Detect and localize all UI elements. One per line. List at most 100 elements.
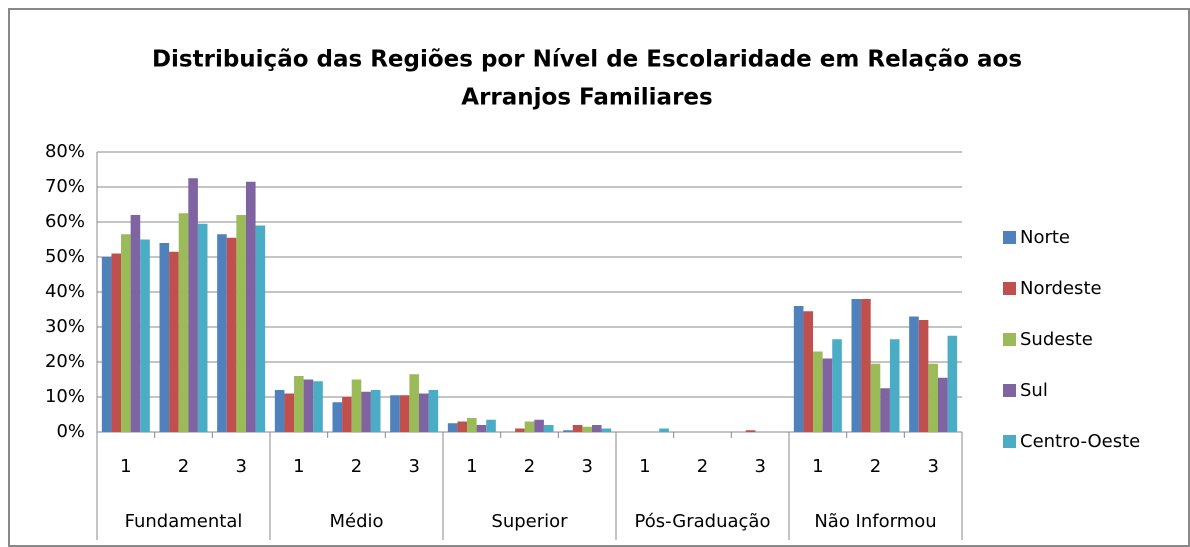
bar	[515, 428, 525, 432]
group-label: Não Informou	[814, 511, 936, 532]
bar	[226, 237, 237, 432]
legend-label: Norte	[1020, 227, 1070, 248]
group-label: Pós-Graduação	[635, 511, 771, 532]
x-tick-label: 1	[812, 456, 823, 477]
legend-label: Sul	[1020, 380, 1048, 401]
bar	[390, 395, 400, 432]
bar	[342, 397, 352, 432]
bar	[217, 234, 227, 432]
bar	[851, 299, 862, 432]
x-tick-label: 3	[235, 456, 246, 477]
bar	[861, 299, 871, 432]
bar	[937, 377, 948, 432]
bar	[409, 374, 419, 432]
bar	[486, 419, 496, 432]
y-tick-label: 10%	[45, 386, 85, 407]
bar	[101, 257, 112, 432]
bar	[909, 316, 919, 432]
legend-swatch	[1003, 384, 1016, 397]
bar	[476, 425, 487, 432]
bar	[447, 423, 458, 432]
bar	[832, 339, 842, 432]
x-tick-label: 2	[351, 456, 362, 477]
bar	[121, 234, 131, 432]
bar	[236, 215, 246, 432]
bar	[563, 430, 573, 432]
bar	[245, 181, 256, 432]
x-tick-label: 2	[524, 456, 535, 477]
y-tick-label: 30%	[45, 316, 85, 337]
group-label: Médio	[329, 511, 383, 532]
bar	[418, 393, 429, 432]
bar	[822, 358, 833, 432]
group-label: Fundamental	[125, 511, 243, 532]
x-tick-label: 1	[466, 456, 477, 477]
bar	[543, 425, 554, 432]
bar	[813, 351, 823, 432]
bar	[255, 225, 266, 432]
bar	[370, 390, 381, 432]
bar	[197, 223, 208, 432]
bar	[457, 421, 468, 432]
bar	[428, 390, 439, 432]
legend-label: Nordeste	[1020, 278, 1102, 299]
legend-label: Centro-Oeste	[1020, 431, 1140, 452]
y-tick-label: 0%	[56, 421, 85, 442]
x-tick-label: 2	[697, 456, 708, 477]
bar	[303, 379, 314, 432]
legend-swatch	[1003, 435, 1016, 448]
bar	[130, 215, 141, 432]
bar	[313, 381, 323, 432]
bar	[803, 311, 814, 432]
bar	[947, 335, 958, 432]
group-label: Superior	[491, 511, 568, 532]
bar	[591, 425, 602, 432]
bar	[361, 391, 371, 432]
bar	[534, 419, 544, 432]
bar	[169, 251, 179, 432]
bar	[601, 428, 612, 432]
x-tick-label: 1	[639, 456, 650, 477]
bar	[399, 395, 410, 432]
bar	[524, 421, 535, 432]
x-tick-label: 2	[178, 456, 189, 477]
bar	[928, 363, 938, 432]
chart-title: Distribuição das Regiões por Nível de Es…	[152, 47, 1022, 73]
x-tick-label: 3	[408, 456, 419, 477]
x-tick-label: 3	[927, 456, 938, 477]
bar	[159, 243, 170, 432]
x-tick-label: 1	[120, 456, 131, 477]
bar	[140, 239, 150, 432]
legend-swatch	[1003, 231, 1016, 244]
x-tick-label: 3	[581, 456, 592, 477]
bar	[659, 428, 669, 432]
x-tick-label: 2	[870, 456, 881, 477]
bar	[582, 426, 592, 432]
y-tick-label: 50%	[45, 246, 85, 267]
bar	[793, 306, 804, 432]
chart-title: Arranjos Familiares	[461, 85, 712, 111]
bar	[745, 430, 756, 432]
bar	[572, 425, 583, 432]
legend-label: Sudeste	[1020, 329, 1093, 350]
bar	[332, 402, 343, 432]
y-tick-label: 70%	[45, 176, 85, 197]
bar	[889, 339, 900, 432]
bar	[178, 213, 189, 432]
bar	[294, 376, 304, 432]
bar	[274, 390, 285, 432]
legend-swatch	[1003, 333, 1016, 346]
y-tick-label: 20%	[45, 351, 85, 372]
bar	[111, 253, 122, 432]
bar	[880, 388, 890, 432]
y-tick-label: 40%	[45, 281, 85, 302]
bar	[918, 320, 929, 432]
bar	[870, 363, 881, 432]
x-tick-label: 3	[754, 456, 765, 477]
bar	[351, 379, 362, 432]
y-tick-label: 60%	[45, 211, 85, 232]
x-tick-label: 1	[293, 456, 304, 477]
legend-swatch	[1003, 282, 1016, 295]
bar	[188, 178, 198, 432]
